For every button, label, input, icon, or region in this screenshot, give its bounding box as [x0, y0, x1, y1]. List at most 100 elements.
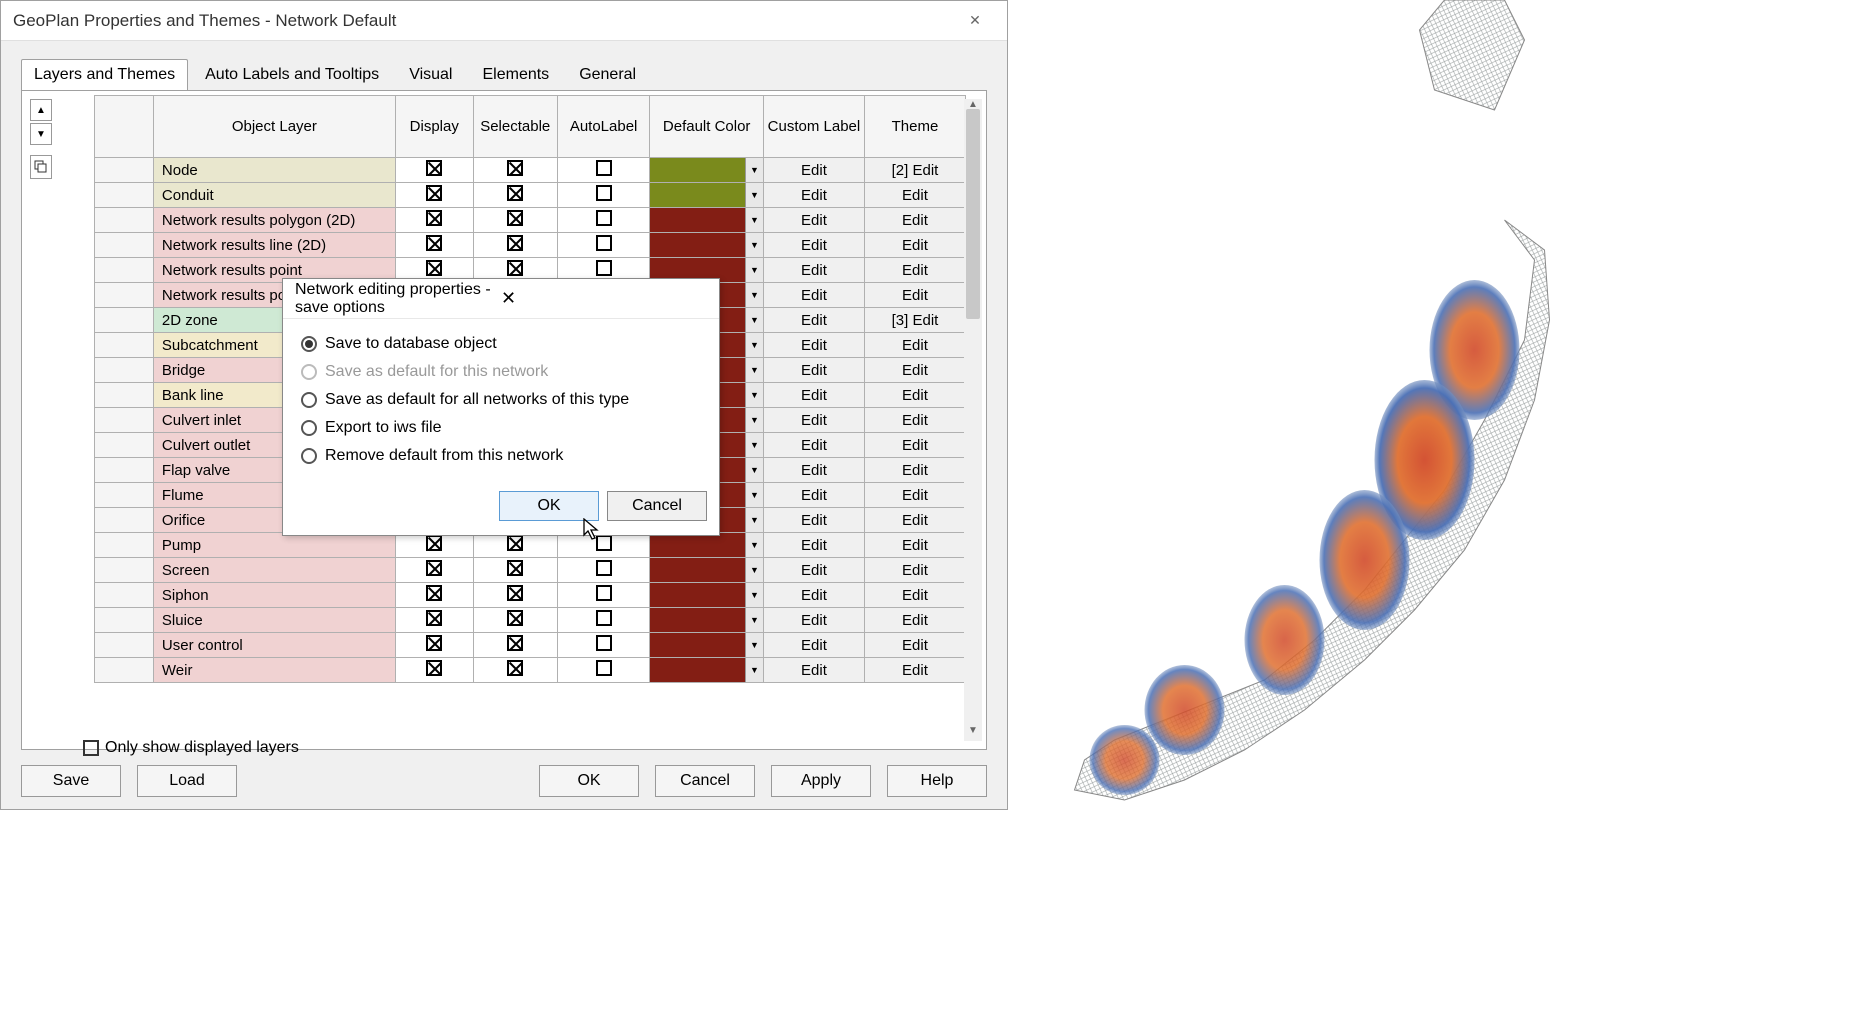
- close-icon[interactable]: ✕: [955, 12, 995, 29]
- move-up-button[interactable]: ▲: [30, 99, 52, 121]
- chevron-down-icon[interactable]: ▼: [745, 458, 763, 482]
- display-checkbox[interactable]: [395, 533, 473, 558]
- cancel-button[interactable]: Cancel: [655, 765, 755, 797]
- theme-edit[interactable]: Edit: [864, 183, 965, 208]
- layer-name-cell[interactable]: Screen: [153, 558, 395, 583]
- layer-name-cell[interactable]: User control: [153, 633, 395, 658]
- custom-label-edit[interactable]: Edit: [763, 558, 864, 583]
- custom-label-edit[interactable]: Edit: [763, 158, 864, 183]
- autolabel-checkbox[interactable]: [557, 208, 650, 233]
- layer-name-cell[interactable]: Conduit: [153, 183, 395, 208]
- custom-label-edit[interactable]: Edit: [763, 233, 864, 258]
- autolabel-checkbox[interactable]: [557, 158, 650, 183]
- layer-name-cell[interactable]: Pump: [153, 533, 395, 558]
- row-handle[interactable]: [95, 608, 154, 633]
- layer-name-cell[interactable]: Node: [153, 158, 395, 183]
- custom-label-edit[interactable]: Edit: [763, 533, 864, 558]
- row-handle[interactable]: [95, 283, 154, 308]
- layer-name-cell[interactable]: Sluice: [153, 608, 395, 633]
- chevron-down-icon[interactable]: ▼: [745, 358, 763, 382]
- selectable-checkbox[interactable]: [473, 183, 557, 208]
- row-handle[interactable]: [95, 383, 154, 408]
- default-color-picker[interactable]: ▼: [650, 533, 764, 558]
- row-handle[interactable]: [95, 408, 154, 433]
- modal-cancel-button[interactable]: Cancel: [607, 491, 707, 521]
- custom-label-edit[interactable]: Edit: [763, 383, 864, 408]
- ok-button[interactable]: OK: [539, 765, 639, 797]
- default-color-picker[interactable]: ▼: [650, 658, 764, 683]
- custom-label-edit[interactable]: Edit: [763, 608, 864, 633]
- chevron-down-icon[interactable]: ▼: [745, 558, 763, 582]
- radio-option[interactable]: Save to database object: [301, 335, 701, 353]
- custom-label-edit[interactable]: Edit: [763, 208, 864, 233]
- display-checkbox[interactable]: [395, 658, 473, 683]
- chevron-down-icon[interactable]: ▼: [745, 258, 763, 282]
- chevron-down-icon[interactable]: ▼: [745, 408, 763, 432]
- selectable-checkbox[interactable]: [473, 208, 557, 233]
- default-color-picker[interactable]: ▼: [650, 158, 764, 183]
- theme-edit[interactable]: Edit: [864, 333, 965, 358]
- chevron-down-icon[interactable]: ▼: [745, 508, 763, 532]
- chevron-down-icon[interactable]: ▼: [745, 658, 763, 682]
- theme-edit[interactable]: Edit: [864, 483, 965, 508]
- row-handle[interactable]: [95, 558, 154, 583]
- custom-label-edit[interactable]: Edit: [763, 483, 864, 508]
- custom-label-edit[interactable]: Edit: [763, 358, 864, 383]
- only-show-checkbox[interactable]: Only show displayed layers: [83, 739, 299, 757]
- row-handle[interactable]: [95, 208, 154, 233]
- chevron-down-icon[interactable]: ▼: [745, 158, 763, 182]
- theme-edit[interactable]: Edit: [864, 608, 965, 633]
- display-checkbox[interactable]: [395, 583, 473, 608]
- layer-name-cell[interactable]: Network results line (2D): [153, 233, 395, 258]
- row-handle[interactable]: [95, 233, 154, 258]
- layer-name-cell[interactable]: Siphon: [153, 583, 395, 608]
- theme-edit[interactable]: Edit: [864, 258, 965, 283]
- row-handle[interactable]: [95, 358, 154, 383]
- chevron-down-icon[interactable]: ▼: [745, 183, 763, 207]
- theme-edit[interactable]: Edit: [864, 208, 965, 233]
- theme-edit[interactable]: Edit: [864, 658, 965, 683]
- custom-label-edit[interactable]: Edit: [763, 508, 864, 533]
- autolabel-checkbox[interactable]: [557, 183, 650, 208]
- row-handle[interactable]: [95, 183, 154, 208]
- row-handle[interactable]: [95, 308, 154, 333]
- row-handle[interactable]: [95, 508, 154, 533]
- chevron-down-icon[interactable]: ▼: [745, 483, 763, 507]
- theme-edit[interactable]: Edit: [864, 458, 965, 483]
- row-handle[interactable]: [95, 333, 154, 358]
- default-color-picker[interactable]: ▼: [650, 583, 764, 608]
- row-handle[interactable]: [95, 658, 154, 683]
- chevron-down-icon[interactable]: ▼: [745, 583, 763, 607]
- selectable-checkbox[interactable]: [473, 158, 557, 183]
- copy-button[interactable]: [30, 155, 52, 179]
- display-checkbox[interactable]: [395, 233, 473, 258]
- autolabel-checkbox[interactable]: [557, 658, 650, 683]
- row-handle[interactable]: [95, 458, 154, 483]
- row-handle[interactable]: [95, 533, 154, 558]
- custom-label-edit[interactable]: Edit: [763, 408, 864, 433]
- autolabel-checkbox[interactable]: [557, 233, 650, 258]
- display-checkbox[interactable]: [395, 608, 473, 633]
- autolabel-checkbox[interactable]: [557, 583, 650, 608]
- row-handle[interactable]: [95, 633, 154, 658]
- display-checkbox[interactable]: [395, 633, 473, 658]
- theme-edit[interactable]: Edit: [864, 633, 965, 658]
- move-down-button[interactable]: ▼: [30, 123, 52, 145]
- help-button[interactable]: Help: [887, 765, 987, 797]
- chevron-down-icon[interactable]: ▼: [745, 333, 763, 357]
- tab-auto-labels-and-tooltips[interactable]: Auto Labels and Tooltips: [192, 59, 392, 90]
- vertical-scrollbar[interactable]: ▲ ▼: [964, 99, 982, 741]
- chevron-down-icon[interactable]: ▼: [745, 308, 763, 332]
- autolabel-checkbox[interactable]: [557, 533, 650, 558]
- default-color-picker[interactable]: ▼: [650, 608, 764, 633]
- theme-edit[interactable]: Edit: [864, 233, 965, 258]
- custom-label-edit[interactable]: Edit: [763, 308, 864, 333]
- row-handle[interactable]: [95, 483, 154, 508]
- custom-label-edit[interactable]: Edit: [763, 333, 864, 358]
- theme-edit[interactable]: Edit: [864, 433, 965, 458]
- scroll-thumb[interactable]: [966, 109, 980, 319]
- display-checkbox[interactable]: [395, 158, 473, 183]
- theme-edit[interactable]: Edit: [864, 383, 965, 408]
- theme-edit[interactable]: Edit: [864, 358, 965, 383]
- custom-label-edit[interactable]: Edit: [763, 458, 864, 483]
